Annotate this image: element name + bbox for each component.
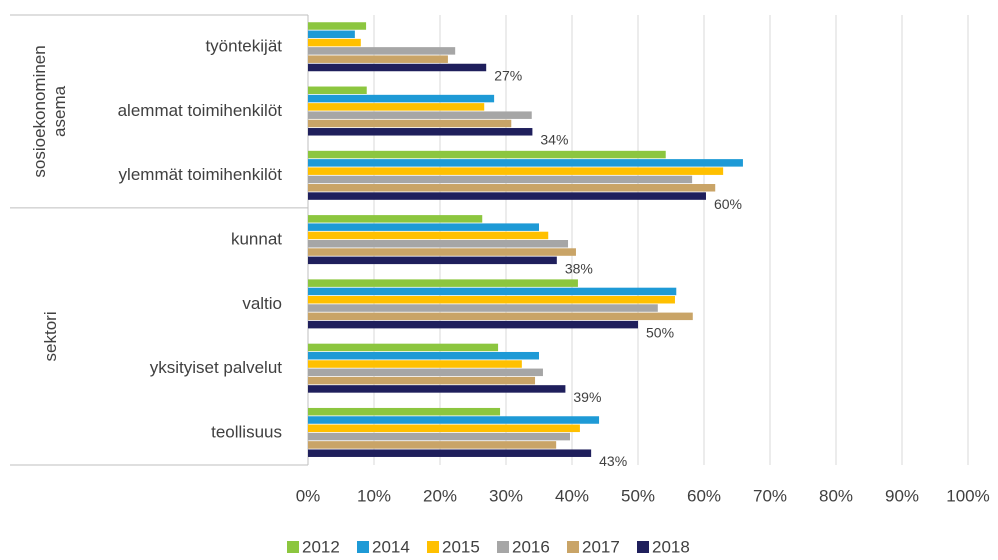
y-tick-label: yksityiset palvelut (150, 358, 283, 377)
legend-swatch (497, 541, 509, 553)
bar (308, 231, 549, 240)
bar (308, 295, 675, 304)
group-label: sosioekonominenasema (30, 45, 69, 177)
x-tick-label: 80% (819, 486, 853, 505)
bar (308, 175, 693, 184)
data-label: 50% (646, 325, 674, 341)
legend-label: 2016 (512, 537, 550, 556)
bar (308, 159, 743, 167)
legend-label: 2017 (582, 537, 620, 556)
legend-label: 2012 (302, 537, 340, 556)
x-tick-label: 0% (296, 486, 321, 505)
bar (308, 128, 533, 136)
legend-swatch (567, 541, 579, 553)
bar (308, 320, 638, 329)
bar (308, 167, 724, 175)
bar (308, 304, 658, 312)
legend-label: 2018 (652, 537, 690, 556)
bar (308, 94, 495, 103)
bar (308, 111, 532, 119)
bar (308, 184, 716, 192)
legend-label: 2014 (372, 537, 410, 556)
legend-label: 2015 (442, 537, 480, 556)
group-label-line: sektori (41, 311, 60, 361)
bar (308, 223, 539, 231)
bar (308, 424, 580, 433)
bar (308, 287, 677, 296)
y-tick-label: teollisuus (211, 422, 282, 441)
bar (308, 279, 578, 287)
bar (308, 22, 367, 30)
bar (308, 360, 522, 368)
bar (308, 376, 536, 385)
x-tick-label: 60% (687, 486, 721, 505)
y-tick-label: kunnat (231, 229, 282, 248)
legend-swatch (427, 541, 439, 553)
data-label: 38% (565, 260, 593, 276)
bar (308, 248, 576, 256)
bar (308, 343, 499, 352)
data-label: 27% (494, 67, 522, 83)
bar (308, 30, 355, 39)
bar (308, 192, 706, 200)
data-label: 34% (540, 132, 568, 148)
bar (308, 63, 487, 72)
bar (308, 256, 557, 265)
bar (308, 215, 483, 223)
x-tick-label: 50% (621, 486, 655, 505)
data-label: 43% (599, 453, 627, 469)
y-tick-label: valtio (242, 294, 282, 313)
group-label-line: asema (50, 85, 69, 137)
bar (308, 150, 666, 159)
data-label: 39% (573, 389, 601, 405)
group-label-line: sosioekonominen (30, 45, 49, 177)
x-tick-label: 10% (357, 486, 391, 505)
legend-swatch (357, 541, 369, 553)
x-tick-label: 70% (753, 486, 787, 505)
bar (308, 47, 456, 55)
bar (308, 38, 361, 47)
bar (308, 416, 600, 424)
legend-swatch (637, 541, 649, 553)
bar (308, 103, 485, 111)
bar (308, 55, 448, 63)
y-tick-label: ylemmät toimihenkilöt (119, 165, 283, 184)
bar (308, 351, 539, 360)
x-tick-label: 90% (885, 486, 919, 505)
bar (308, 86, 367, 95)
bar (308, 312, 693, 321)
legend-swatch (287, 541, 299, 553)
x-tick-label: 100% (946, 486, 989, 505)
bar (308, 407, 501, 416)
x-tick-label: 20% (423, 486, 457, 505)
y-tick-label: työntekijät (205, 37, 282, 56)
bar (308, 240, 569, 248)
bar (308, 385, 566, 393)
x-tick-label: 40% (555, 486, 589, 505)
bar (308, 119, 512, 128)
bar (308, 449, 592, 457)
bar (308, 441, 557, 449)
group-label: sektori (41, 311, 60, 361)
y-tick-label: alemmat toimihenkilöt (118, 101, 283, 120)
data-label: 60% (714, 196, 742, 212)
x-tick-label: 30% (489, 486, 523, 505)
bar (308, 432, 571, 441)
bar (308, 368, 543, 377)
